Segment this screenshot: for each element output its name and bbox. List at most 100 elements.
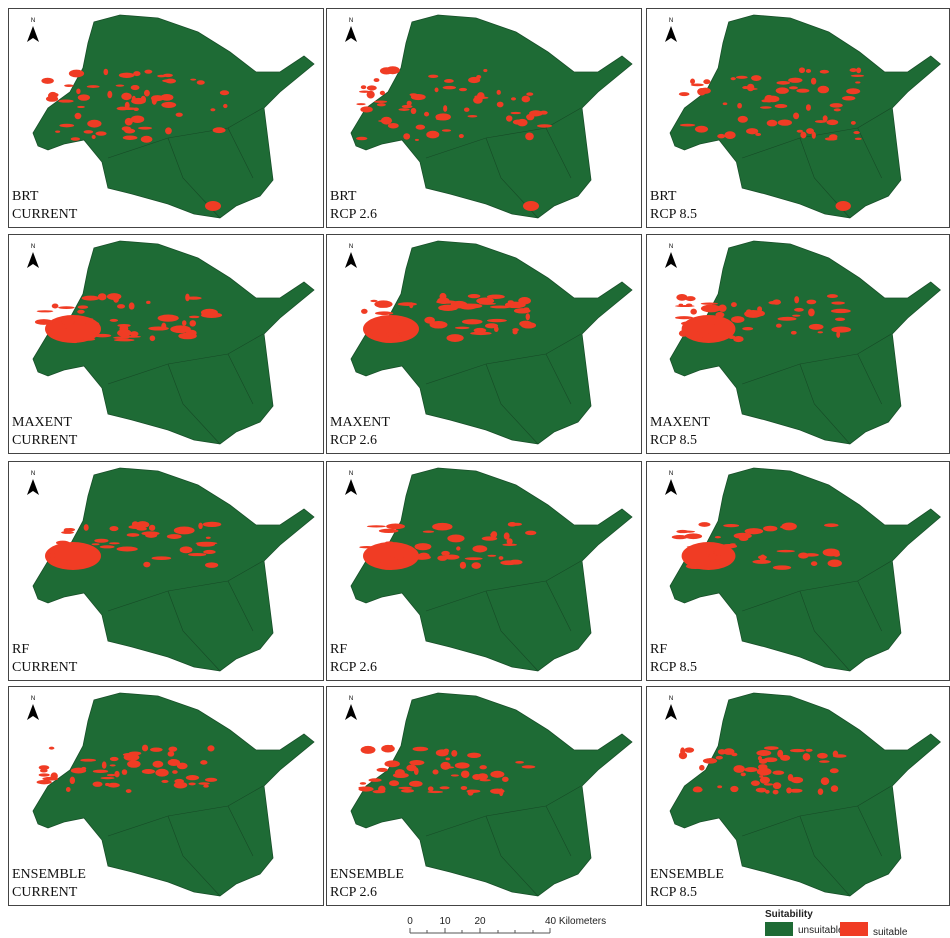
suitable-area (731, 302, 737, 307)
suitable-area (200, 760, 207, 765)
suitable-area (136, 521, 149, 528)
suitable-area (733, 765, 744, 773)
panel-model: BRT (650, 189, 677, 204)
suitable-area (778, 119, 792, 125)
suitable-area (468, 77, 480, 83)
suitable-area (84, 130, 94, 133)
suitable-area (150, 747, 163, 751)
suitable-area (540, 111, 548, 115)
north-label: N (669, 244, 673, 250)
suitable-area (522, 765, 536, 768)
suitable-area (758, 764, 768, 770)
suitable-area (127, 533, 140, 537)
suitable-area (37, 310, 54, 312)
suitable-area (827, 294, 838, 298)
suitable-area (359, 90, 370, 92)
suitable-area (490, 771, 504, 778)
panel-scenario: RCP 8.5 (650, 207, 697, 222)
suitable-area (205, 562, 218, 568)
suitable-area (811, 78, 816, 85)
north-label: N (349, 471, 353, 477)
panel-scenario: CURRENT (12, 885, 78, 900)
suitable-area (95, 131, 106, 135)
suitable-area (436, 118, 449, 121)
suitable-area (723, 524, 739, 527)
suitable-area (809, 324, 824, 330)
suitable-area (465, 557, 483, 560)
suitable-area (375, 311, 393, 315)
suitable-area (390, 556, 395, 561)
suitable-area (176, 113, 183, 117)
north-label: N (349, 696, 353, 702)
figure: 0 10 20 40 Kilometers Suitability unsuit… (0, 0, 950, 938)
suitable-area (467, 115, 477, 118)
suitable-area (82, 329, 88, 331)
suitable-area (487, 294, 505, 298)
suitable-area (64, 84, 73, 87)
suitable-area (201, 312, 222, 317)
suitable-area (58, 306, 74, 309)
suitable-area (148, 326, 168, 330)
suitable-area (98, 293, 107, 300)
suitable-area (445, 757, 450, 760)
suitable-area (517, 119, 528, 126)
suitable-area (508, 522, 517, 527)
suitable-area (123, 135, 138, 139)
panel-scenario: CURRENT (12, 207, 78, 222)
suitable-area (680, 124, 695, 127)
suitable-area (808, 308, 815, 316)
suitable-area (198, 523, 203, 529)
suitable-area (756, 750, 771, 756)
suitable-area (719, 564, 726, 567)
suitable-area (379, 529, 399, 533)
suitable-area (775, 104, 788, 108)
suitable-area (107, 91, 112, 99)
suitable-area (773, 565, 791, 569)
suitable-area (370, 329, 380, 335)
suitable-area (361, 85, 366, 89)
suitable-area (676, 530, 688, 533)
suitable-area (117, 324, 130, 327)
suitable-area (826, 120, 838, 126)
suitable-area (415, 543, 432, 550)
north-label: N (669, 18, 673, 24)
scale-bar: 0 10 20 40 Kilometers (407, 916, 606, 933)
scale-label: 20 (474, 916, 486, 927)
suitable-area (474, 96, 488, 99)
suitable-area (144, 70, 152, 74)
suitable-area (150, 335, 156, 341)
suitable-area (102, 761, 107, 768)
suitable-area (376, 768, 387, 772)
suitable-area (197, 80, 205, 85)
panel-model: ENSEMBLE (330, 867, 404, 882)
suitable-area (168, 751, 175, 757)
suitable-area (511, 97, 516, 100)
suitable-area (699, 765, 704, 771)
suitable-area (142, 745, 148, 752)
panel-model: RF (12, 642, 29, 657)
north-label: N (349, 18, 353, 24)
suitable-area (114, 339, 134, 342)
suitable-area (715, 312, 724, 318)
suitable-area (116, 85, 125, 87)
suitable-area (374, 78, 380, 82)
panel-scenario: RCP 8.5 (650, 885, 697, 900)
suitable-area (461, 786, 468, 790)
suitable-area (59, 124, 74, 128)
suitable-area (418, 553, 430, 560)
suitable-area (686, 564, 705, 569)
suitable-area (361, 746, 376, 754)
suitable-area (675, 305, 695, 307)
suitable-area (114, 771, 119, 777)
suitable-area (525, 531, 536, 536)
suitable-area (455, 762, 470, 768)
suitable-area (109, 526, 118, 531)
suitable-area (829, 134, 838, 139)
suitable-area (356, 103, 366, 105)
suitable-area (93, 770, 108, 773)
suitable-area (758, 555, 767, 559)
suitable-area (780, 755, 790, 761)
suitable-area (174, 779, 184, 784)
suitable-area (121, 93, 131, 100)
suitable-area (407, 101, 412, 106)
